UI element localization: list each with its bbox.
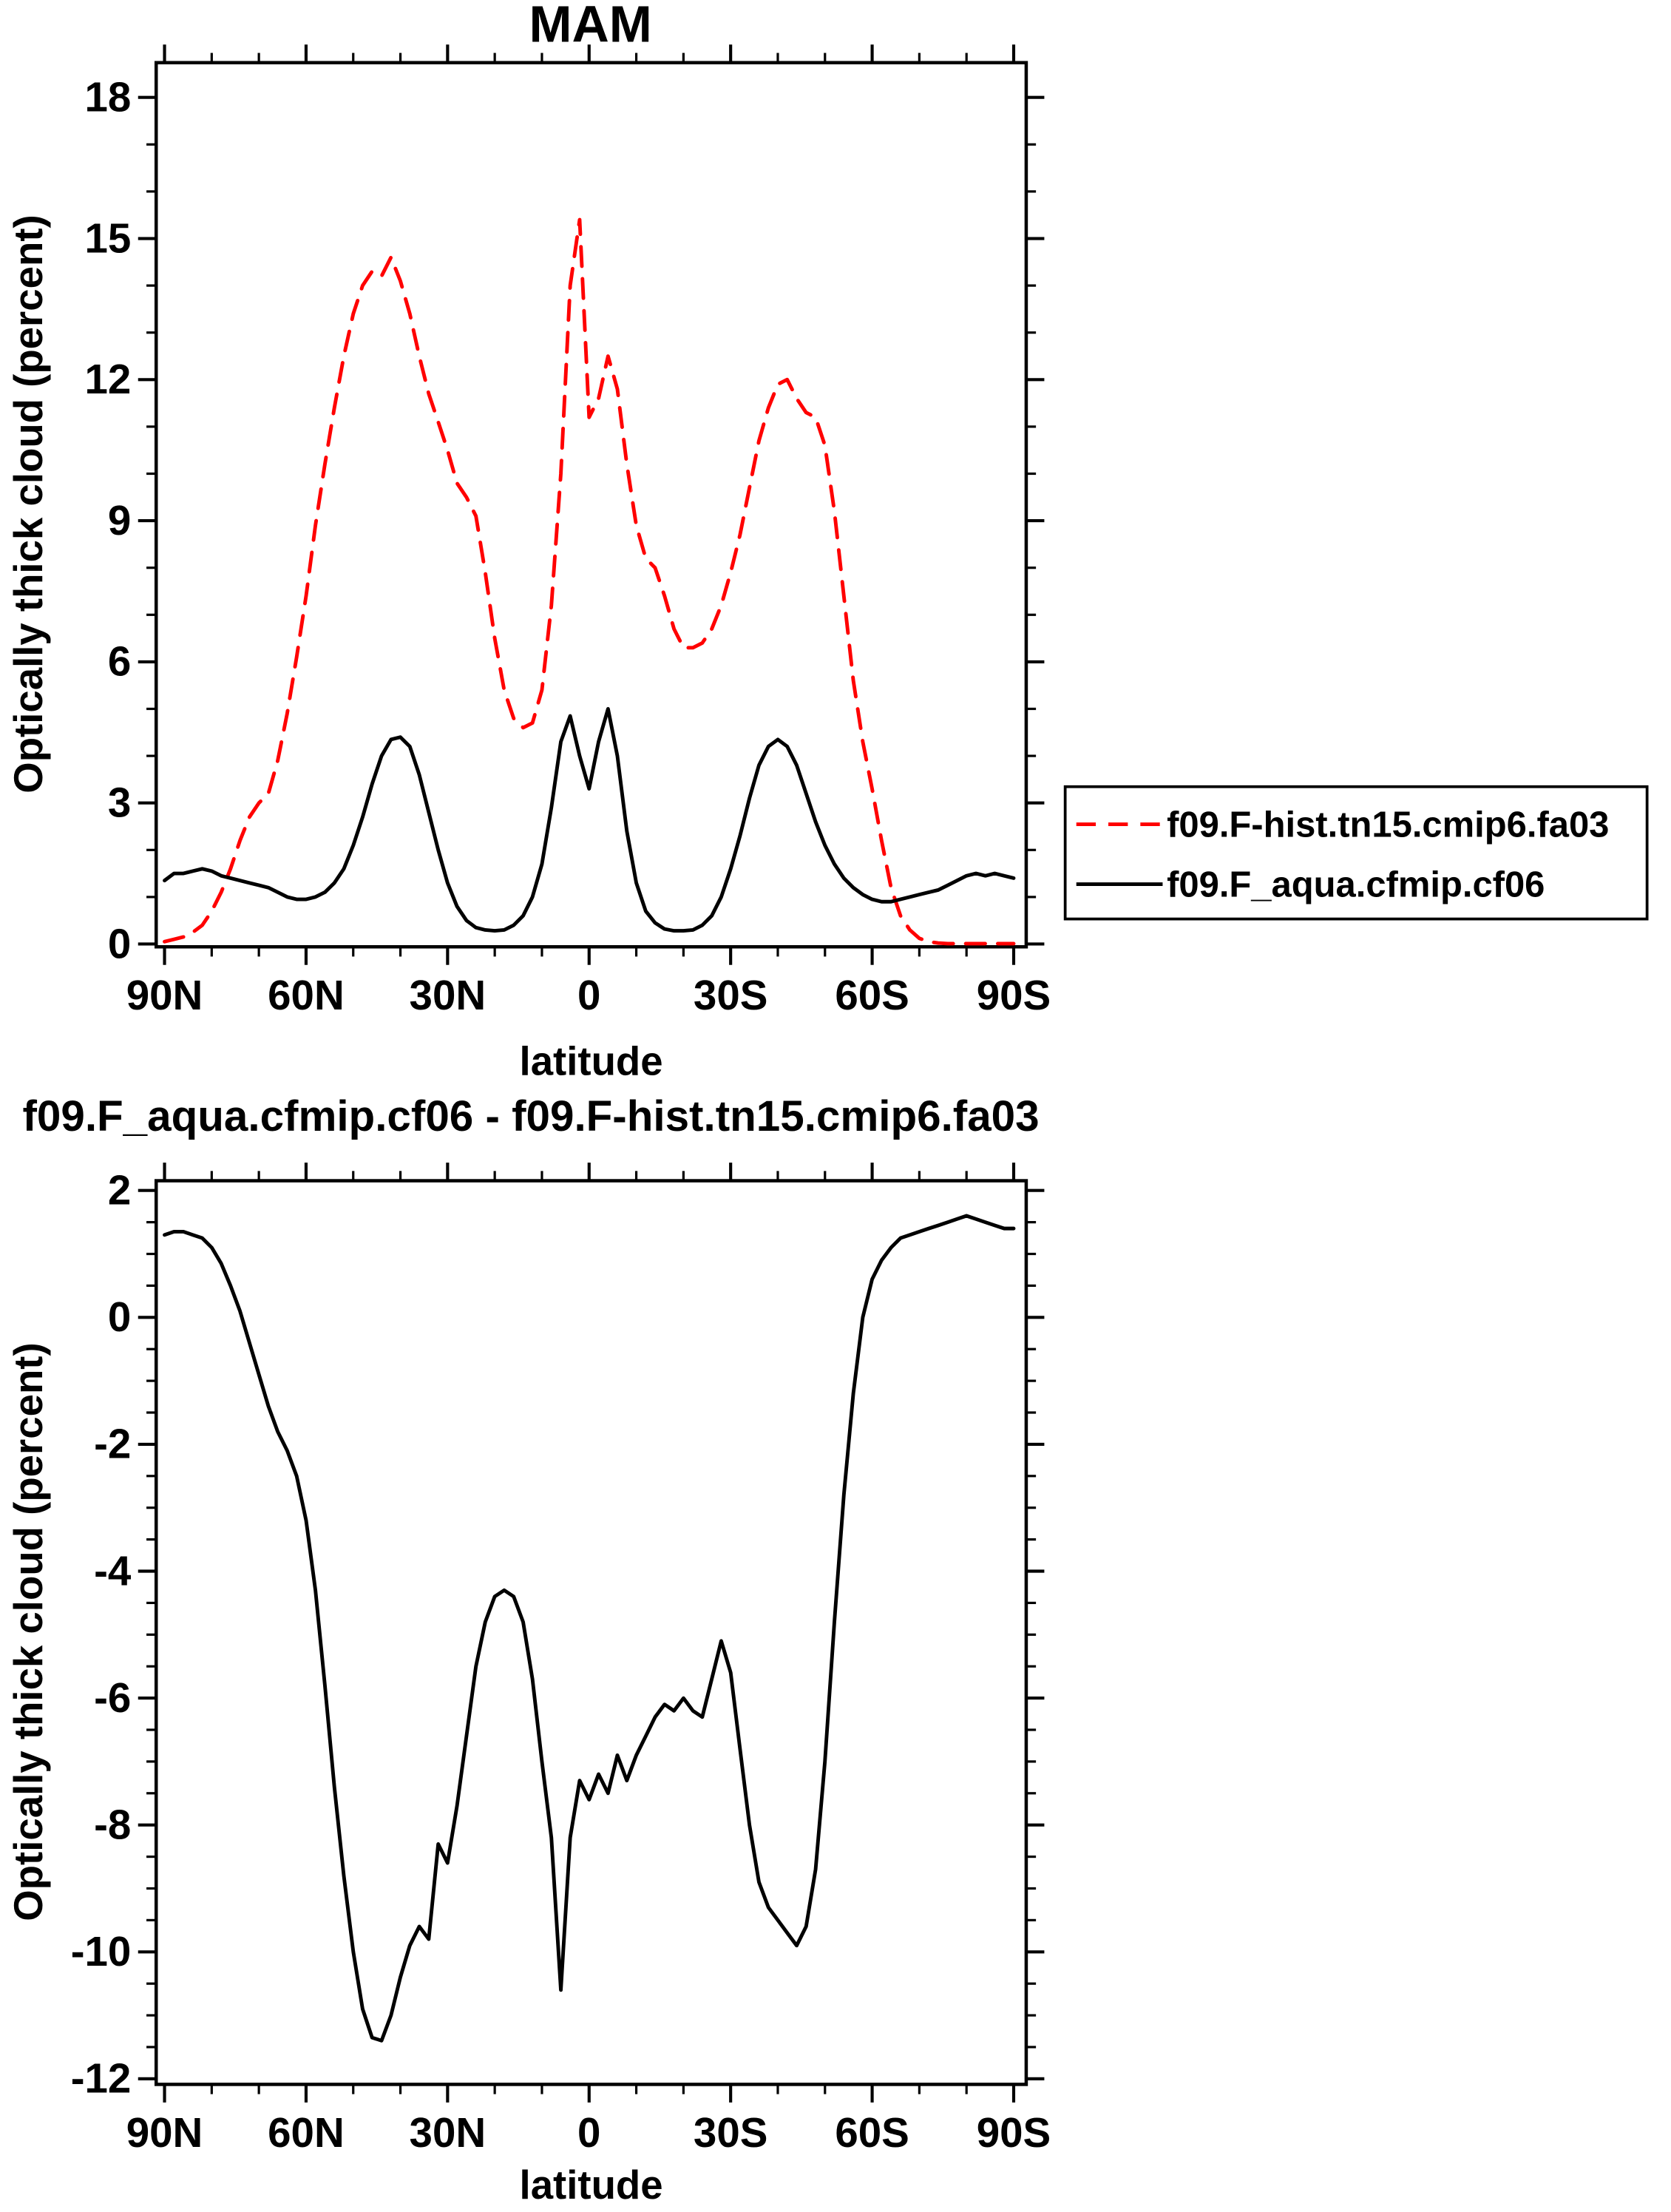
y-tick-label: -2	[94, 1421, 131, 1467]
y-axis-label: Optically thick cloud (percent)	[6, 1342, 51, 1921]
y-tick-label: -4	[94, 1547, 132, 1594]
x-tick-label: 30S	[694, 972, 767, 1018]
y-tick-label: 0	[108, 920, 131, 967]
x-tick-label: 60S	[835, 2109, 909, 2156]
x-tick-label: 90S	[977, 2109, 1051, 2156]
series-line-solid	[163, 707, 1016, 933]
y-tick-label: 12	[85, 356, 132, 402]
y-tick-label: 18	[85, 74, 132, 121]
x-tick-label: 30S	[694, 2109, 767, 2156]
x-axis-label: latitude	[520, 2162, 663, 2208]
x-tick-label: 30N	[410, 2109, 487, 2156]
x-tick-label: 90N	[126, 2109, 203, 2156]
x-tick-label: 90N	[126, 972, 203, 1018]
legend-box	[1063, 785, 1649, 921]
series-line-dashed	[163, 217, 1016, 946]
series-line-solid	[163, 1214, 1016, 2043]
y-tick-label: 2	[108, 1167, 131, 1214]
top-chart: 90N 60N 30N 0 30S 60S 90S 0 3 6 9 12 15 18 MAM Opticall…	[6, 0, 1649, 1083]
plot-frame	[154, 61, 1028, 949]
x-tick-label: 0	[577, 2109, 600, 2156]
chart-title: f09.F_aqua.cfmip.cf06 - f09.F-hist.tn15.…	[22, 1092, 1039, 1140]
x-tick-label: 30N	[410, 972, 487, 1018]
x-tick-label: 0	[577, 972, 600, 1018]
y-tick-label: -12	[71, 2055, 132, 2102]
chart-title: MAM	[529, 0, 651, 53]
y-tick-label: -10	[71, 1928, 132, 1975]
plot-frame	[154, 1179, 1028, 2086]
legend-entry-label: f09.F-hist.tn15.cmip6.fa03	[1167, 805, 1609, 845]
y-tick-label: 15	[85, 214, 132, 261]
y-tick-label: 0	[108, 1293, 131, 1340]
x-axis-label: latitude	[520, 1038, 663, 1083]
x-tick-label: 60S	[835, 972, 909, 1018]
legend-entry-label: f09.F_aqua.cfmip.cf06	[1167, 865, 1545, 904]
y-tick-label: 3	[108, 779, 131, 826]
x-tick-label: 60N	[268, 2109, 345, 2156]
y-axis-label: Optically thick cloud (percent)	[6, 214, 51, 793]
y-tick-label: -8	[94, 1802, 131, 1848]
bottom-chart: 90N 60N 30N 0 30S 60S 90S 2 0 -2 -4 -6 -8 -10 -12 f09.F…	[6, 1092, 1051, 2208]
y-tick-label: -6	[94, 1674, 131, 1721]
x-tick-label: 90S	[977, 972, 1051, 1018]
y-tick-label: 9	[108, 497, 131, 544]
x-tick-label: 60N	[268, 972, 345, 1018]
y-tick-label: 6	[108, 638, 131, 685]
